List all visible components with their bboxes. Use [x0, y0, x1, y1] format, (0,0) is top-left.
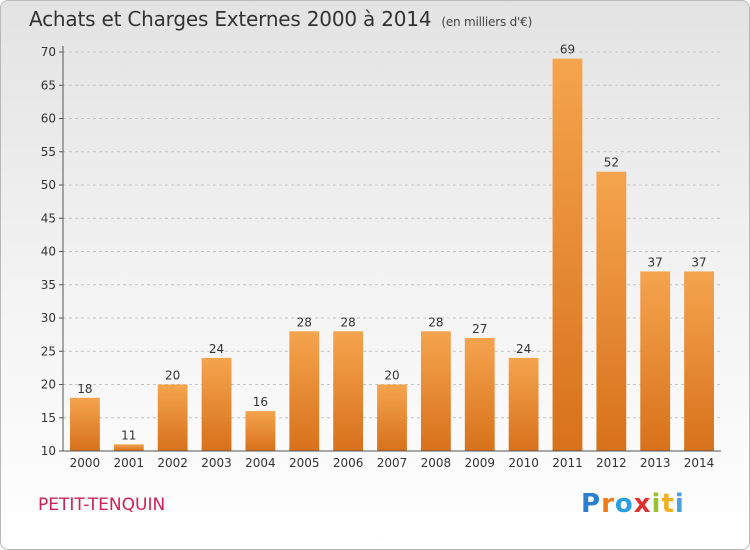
- y-tick-label: 40: [41, 245, 56, 259]
- data-label-2013: 37: [648, 255, 663, 269]
- data-label-2012: 52: [604, 156, 619, 170]
- commune-name: PETIT-TENQUIN: [38, 495, 166, 515]
- x-tick-label-2001: 2001: [114, 456, 145, 470]
- y-tick-label: 65: [41, 78, 56, 92]
- bar-2011: [552, 58, 583, 452]
- data-label-2003: 24: [209, 342, 224, 356]
- bar-2008: [420, 331, 451, 451]
- y-tick-label: 50: [41, 178, 56, 192]
- x-tick-label-2005: 2005: [289, 456, 320, 470]
- x-tick-label-2014: 2014: [684, 456, 715, 470]
- data-label-2004: 16: [253, 395, 268, 409]
- bar-2004: [245, 411, 276, 451]
- logo-letter: o: [614, 489, 634, 519]
- y-tick-label: 25: [41, 344, 56, 358]
- y-tick-label: 70: [41, 45, 56, 59]
- y-tick-label: 20: [41, 378, 56, 392]
- data-label-2006: 28: [340, 315, 355, 329]
- y-tick-label: 30: [41, 311, 56, 325]
- logo-letter: x: [633, 489, 652, 519]
- bar-2002: [157, 384, 188, 451]
- x-tick-label-2009: 2009: [464, 456, 495, 470]
- x-tick-label-2002: 2002: [157, 456, 188, 470]
- bar-2014: [684, 271, 714, 451]
- y-tick-label: 15: [41, 411, 56, 425]
- data-label-2007: 20: [384, 369, 399, 383]
- bar-2003: [201, 357, 232, 451]
- logo-letter: t: [661, 489, 675, 519]
- x-tick-label-2013: 2013: [640, 456, 671, 470]
- y-tick-label: 60: [41, 112, 56, 126]
- bar-2012: [596, 171, 627, 451]
- data-label-2011: 69: [560, 43, 575, 57]
- y-tick-label: 35: [41, 278, 56, 292]
- x-tick-label-2011: 2011: [552, 456, 583, 470]
- bar-2001: [113, 444, 144, 451]
- x-tick-label-2012: 2012: [596, 456, 627, 470]
- x-tick-label-2008: 2008: [421, 456, 452, 470]
- data-label-2010: 24: [516, 342, 531, 356]
- x-axis: 2000 2001 2002 2003 2004 2005 2006 2007 2008 2009…: [63, 450, 721, 470]
- bar-2000: [70, 397, 100, 451]
- bar-2007: [377, 384, 407, 451]
- x-tick-label-2006: 2006: [333, 456, 364, 470]
- y-tick-label: 45: [41, 211, 56, 225]
- data-label-2009: 27: [472, 322, 487, 336]
- chart-unit: (en milliers d'€): [441, 15, 533, 29]
- x-tick-label-2004: 2004: [245, 456, 276, 470]
- x-tick-label-2000: 2000: [70, 456, 101, 470]
- bar-2013: [640, 271, 671, 451]
- chart-title-text: Achats et Charges Externes 2000 à 2014: [29, 7, 432, 31]
- bars: 18 11 20 24 16 28 28 20 28 27 24 69 52 37 37: [70, 43, 714, 452]
- data-label-2008: 28: [428, 315, 443, 329]
- y-tick-label: 10: [41, 444, 56, 458]
- data-label-2014: 37: [691, 255, 706, 269]
- bar-2005: [289, 331, 320, 451]
- bar-2009: [464, 337, 495, 451]
- bar-2006: [333, 331, 364, 451]
- chart-title: Achats et Charges Externes 2000 à 2014 (e…: [29, 7, 532, 31]
- proxiti-logo: Proxiti: [581, 489, 685, 519]
- logo-letter: r: [601, 489, 615, 519]
- data-label-2000: 18: [77, 382, 92, 396]
- logo-letter: i: [674, 489, 685, 519]
- data-label-2001: 11: [121, 428, 136, 442]
- logo-letter: i: [651, 489, 662, 519]
- x-tick-label-2003: 2003: [201, 456, 232, 470]
- y-axis: 10 15 20 25 30 35 40 45 50 55 60 65 70: [41, 45, 64, 458]
- logo-letter: P: [581, 489, 602, 519]
- x-tick-label-2010: 2010: [508, 456, 539, 470]
- data-label-2002: 20: [165, 369, 180, 383]
- y-tick-label: 55: [41, 145, 56, 159]
- bar-2010: [508, 357, 539, 451]
- data-label-2005: 28: [297, 315, 312, 329]
- x-tick-label-2007: 2007: [377, 456, 408, 470]
